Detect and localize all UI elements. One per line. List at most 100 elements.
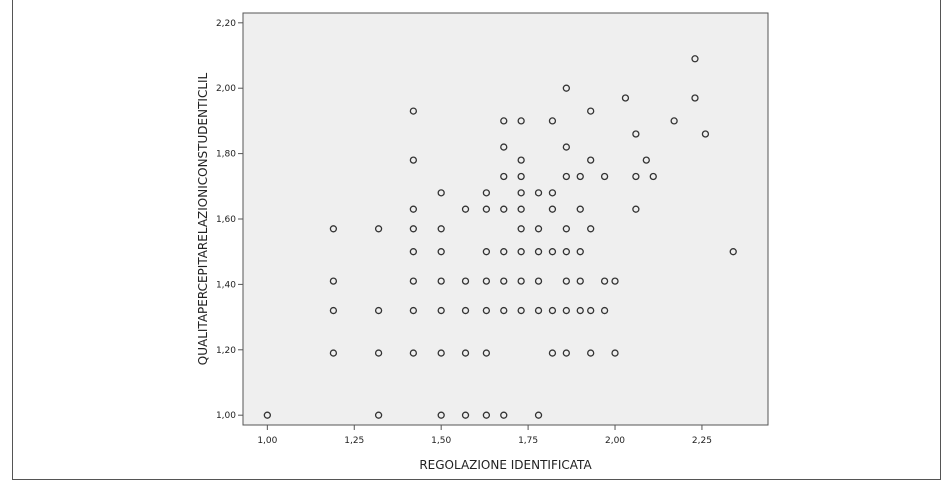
data-point xyxy=(621,94,630,102)
data-point xyxy=(548,248,557,256)
data-point xyxy=(409,248,418,256)
data-point xyxy=(482,248,491,256)
data-point xyxy=(409,225,418,233)
data-point xyxy=(500,277,508,285)
data-point xyxy=(482,205,491,213)
data-point xyxy=(437,248,445,256)
data-point xyxy=(437,349,445,357)
data-point xyxy=(548,306,557,315)
data-point xyxy=(534,225,543,233)
data-point xyxy=(482,306,491,315)
data-point xyxy=(329,225,338,233)
data-point xyxy=(500,411,508,419)
data-point xyxy=(461,411,470,419)
data-point xyxy=(562,143,570,151)
data-point xyxy=(611,277,619,285)
data-point xyxy=(576,306,584,315)
data-point xyxy=(562,306,570,315)
data-point xyxy=(517,156,525,164)
data-point xyxy=(374,225,383,233)
data-point xyxy=(482,349,491,357)
data-point xyxy=(437,225,445,233)
data-point xyxy=(500,172,508,181)
data-point xyxy=(517,306,525,315)
data-point xyxy=(576,172,584,181)
y-axis-ticks: 1,00 1,20 1,40 1,60 1,80 2,00 2,20 xyxy=(216,19,243,421)
data-point xyxy=(611,349,619,357)
data-point xyxy=(576,277,584,285)
y-tick-label: 1,80 xyxy=(216,150,236,160)
data-point xyxy=(517,205,525,213)
data-point xyxy=(548,189,557,197)
data-point xyxy=(517,117,525,125)
data-point xyxy=(482,411,491,419)
data-point xyxy=(500,248,508,256)
data-point xyxy=(374,306,383,315)
y-tick-label: 2,20 xyxy=(216,19,236,29)
data-point xyxy=(587,225,595,233)
data-point xyxy=(409,205,418,213)
data-point xyxy=(632,172,640,181)
data-point xyxy=(576,205,584,213)
data-point xyxy=(409,277,418,285)
data-point xyxy=(534,277,543,285)
data-point xyxy=(701,130,710,138)
data-point xyxy=(562,84,570,92)
x-tick-label: 1,00 xyxy=(257,436,277,446)
y-tick-label: 1,20 xyxy=(216,346,236,356)
data-point xyxy=(562,225,570,233)
x-tick-label: 2,25 xyxy=(692,436,712,446)
data-point xyxy=(642,156,650,164)
y-tick-label: 1,40 xyxy=(216,280,236,290)
data-point xyxy=(263,411,271,419)
data-point xyxy=(437,411,445,419)
data-point xyxy=(534,189,543,197)
y-tick-label: 2,00 xyxy=(216,84,236,94)
data-point xyxy=(409,349,418,357)
data-point xyxy=(500,117,508,125)
data-point xyxy=(600,277,609,285)
data-point xyxy=(461,205,470,213)
data-point xyxy=(461,306,470,315)
data-point xyxy=(649,172,657,181)
data-point xyxy=(482,189,491,197)
data-point xyxy=(562,172,570,181)
y-tick-label: 1,00 xyxy=(216,411,236,421)
data-point xyxy=(517,225,525,233)
data-point xyxy=(587,156,595,164)
data-point xyxy=(632,205,640,213)
data-point xyxy=(329,306,338,315)
data-point xyxy=(329,349,338,357)
data-point xyxy=(409,156,418,164)
data-point xyxy=(482,277,491,285)
data-point xyxy=(600,172,609,181)
x-tick-label: 1,75 xyxy=(518,436,538,446)
x-tick-label: 1,25 xyxy=(344,436,364,446)
data-point xyxy=(587,349,595,357)
data-point xyxy=(500,205,508,213)
data-point xyxy=(374,349,383,357)
data-point xyxy=(500,306,508,315)
data-point xyxy=(562,248,570,256)
data-point xyxy=(517,248,525,256)
data-point xyxy=(548,117,557,125)
data-point xyxy=(437,189,445,197)
data-point xyxy=(562,277,570,285)
data-point xyxy=(587,306,595,315)
data-point xyxy=(632,130,640,138)
data-point xyxy=(461,277,470,285)
data-point xyxy=(548,205,557,213)
data-point xyxy=(576,248,584,256)
data-point xyxy=(409,306,418,315)
data-point xyxy=(562,349,570,357)
y-axis-label: QUALITAPERCEPITARELAZIONICONSTUDENTICLIL xyxy=(196,72,210,365)
data-point xyxy=(500,143,508,151)
x-axis-label: REGOLAZIONE IDENTIFICATA xyxy=(419,458,592,472)
chart-frame xyxy=(12,0,941,480)
data-point xyxy=(534,411,543,419)
x-tick-label: 2,00 xyxy=(605,436,625,446)
data-point xyxy=(517,189,525,197)
data-points xyxy=(263,55,737,419)
x-tick-label: 1,50 xyxy=(431,436,451,446)
data-point xyxy=(600,306,609,315)
